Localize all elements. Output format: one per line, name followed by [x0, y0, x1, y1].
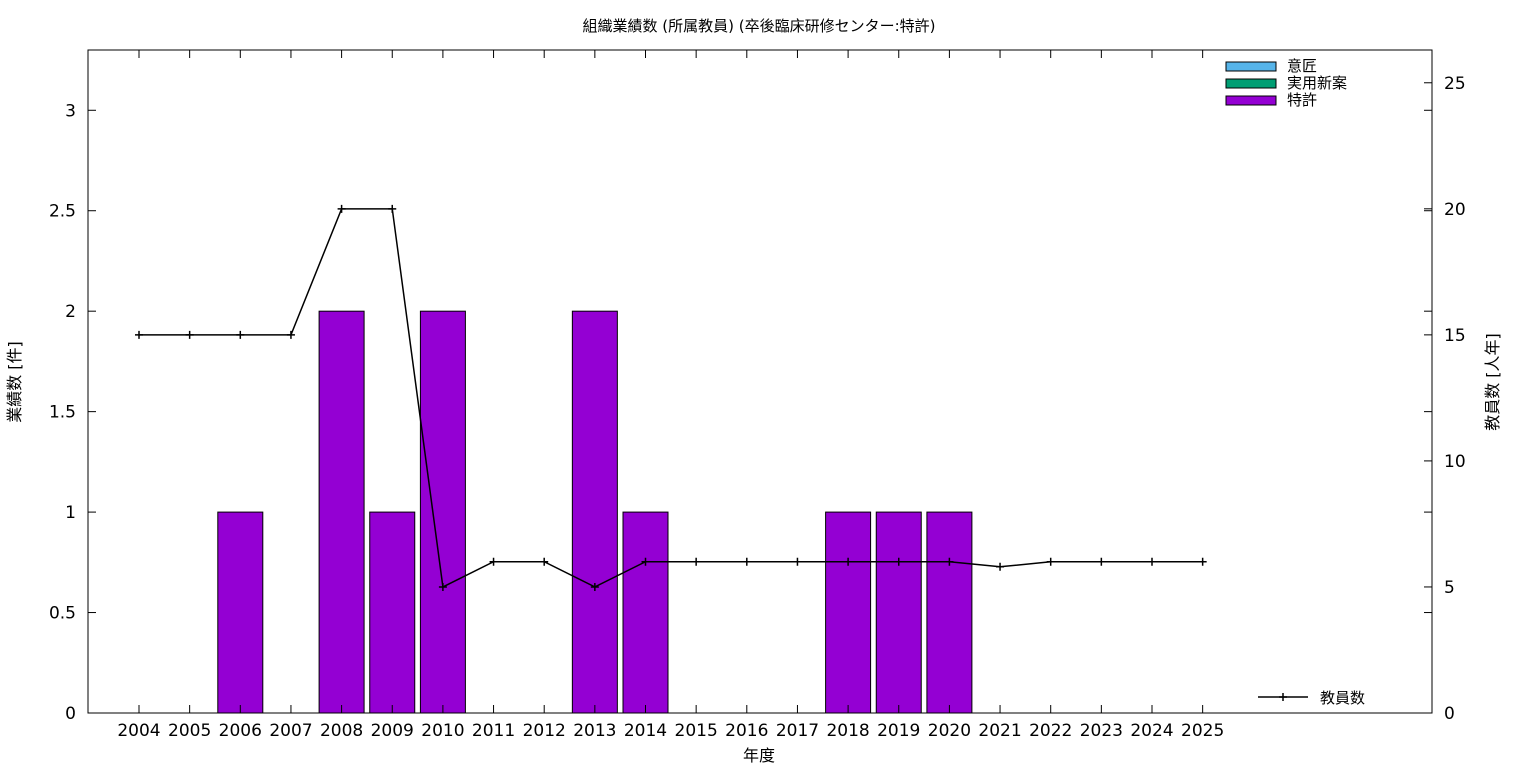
- y2-tick-label: 5: [1444, 578, 1455, 598]
- bar-2013: [571, 310, 618, 714]
- line-point: [742, 557, 751, 566]
- y-tick-label: 1: [65, 503, 76, 523]
- bar-2010: [419, 310, 466, 714]
- line-point: [1198, 557, 1207, 566]
- line-point: [135, 330, 143, 339]
- legend-swatch-特許: [1225, 95, 1277, 106]
- line-point: [236, 330, 245, 339]
- line-point: [438, 582, 447, 591]
- line-point: [1148, 557, 1156, 566]
- line-point: [894, 557, 903, 566]
- x-tick-label: 2023: [1080, 721, 1123, 741]
- x-tick-label: 2012: [523, 721, 566, 741]
- line-point: [590, 582, 599, 591]
- y-tick-label: 2: [65, 302, 76, 322]
- bar-2009: [369, 511, 416, 714]
- x-tick-label: 2017: [776, 721, 819, 741]
- y2-tick-label: 15: [1444, 326, 1466, 346]
- y-tick-label: 0.5: [49, 604, 76, 624]
- line-point: [844, 557, 853, 566]
- legend-swatch-意匠: [1225, 61, 1277, 72]
- legend-label-教員数: 教員数: [1320, 689, 1365, 707]
- line-point: [793, 557, 802, 566]
- x-tick-label: 2014: [624, 721, 667, 741]
- x-tick-label: 2018: [826, 721, 869, 741]
- bar-2019: [875, 511, 922, 714]
- y2-axis-label: 教員数 [人年]: [1483, 333, 1502, 431]
- bar-2018: [825, 511, 872, 714]
- y2-tick-label: 0: [1444, 704, 1455, 724]
- x-tick-label: 2010: [421, 721, 464, 741]
- x-tick-label: 2021: [978, 721, 1021, 741]
- x-tick-label: 2005: [168, 721, 211, 741]
- x-tick-label: 2019: [877, 721, 920, 741]
- y-tick-label: 2.5: [49, 202, 76, 222]
- legend-label-実用新案: 実用新案: [1287, 74, 1347, 92]
- x-tick-label: 2009: [371, 721, 414, 741]
- x-tick-label: 2011: [472, 721, 515, 741]
- bar-2020: [926, 511, 973, 714]
- x-tick-label: 2004: [117, 721, 160, 741]
- line-point: [286, 330, 295, 339]
- line-point: [641, 557, 650, 566]
- legend-label-特許: 特許: [1287, 91, 1317, 109]
- y2-tick-label: 10: [1444, 452, 1466, 472]
- y2-tick-label: 25: [1444, 74, 1466, 94]
- line-point: [996, 562, 1005, 571]
- x-axis-label: 年度: [743, 746, 775, 765]
- x-tick-label: 2024: [1130, 721, 1173, 741]
- line-point: [489, 557, 498, 566]
- bars-layer: [217, 310, 973, 714]
- legend-swatch-実用新案: [1225, 78, 1277, 89]
- y-tick-label: 0: [65, 704, 76, 724]
- plot-frame: [87, 49, 1433, 714]
- x-tick-label: 2016: [725, 721, 768, 741]
- line-教員数: [139, 208, 1203, 589]
- bar-2008: [318, 310, 365, 714]
- legend-line-marker: [1279, 693, 1287, 701]
- legend-label-意匠: 意匠: [1287, 57, 1317, 75]
- y-tick-label: 3: [65, 101, 76, 121]
- x-tick-label: 2015: [675, 721, 718, 741]
- x-tick-label: 2020: [928, 721, 971, 741]
- y-axis-label: 業績数 [件]: [5, 341, 24, 423]
- x-tick-label: 2006: [219, 721, 262, 741]
- bar-2006: [217, 511, 264, 714]
- line-point: [185, 330, 194, 339]
- line-point: [540, 557, 549, 566]
- y2-tick-label: 20: [1444, 200, 1466, 220]
- x-tick-label: 2008: [320, 721, 363, 741]
- chart-title: 組織業績数 (所属教員) (卒後臨床研修センター:特許): [582, 17, 935, 35]
- line-point: [692, 557, 701, 566]
- x-tick-label: 2025: [1181, 721, 1224, 741]
- line-point: [1097, 557, 1106, 566]
- line-point: [1046, 557, 1055, 566]
- line-point: [945, 557, 954, 566]
- line-layer: [135, 204, 1207, 591]
- line-point: [388, 204, 397, 213]
- y-tick-label: 1.5: [49, 403, 76, 423]
- x-tick-label: 2007: [269, 721, 312, 741]
- x-tick-label: 2013: [573, 721, 616, 741]
- bar-2014: [622, 511, 669, 714]
- x-tick-label: 2022: [1029, 721, 1072, 741]
- line-point: [337, 204, 346, 213]
